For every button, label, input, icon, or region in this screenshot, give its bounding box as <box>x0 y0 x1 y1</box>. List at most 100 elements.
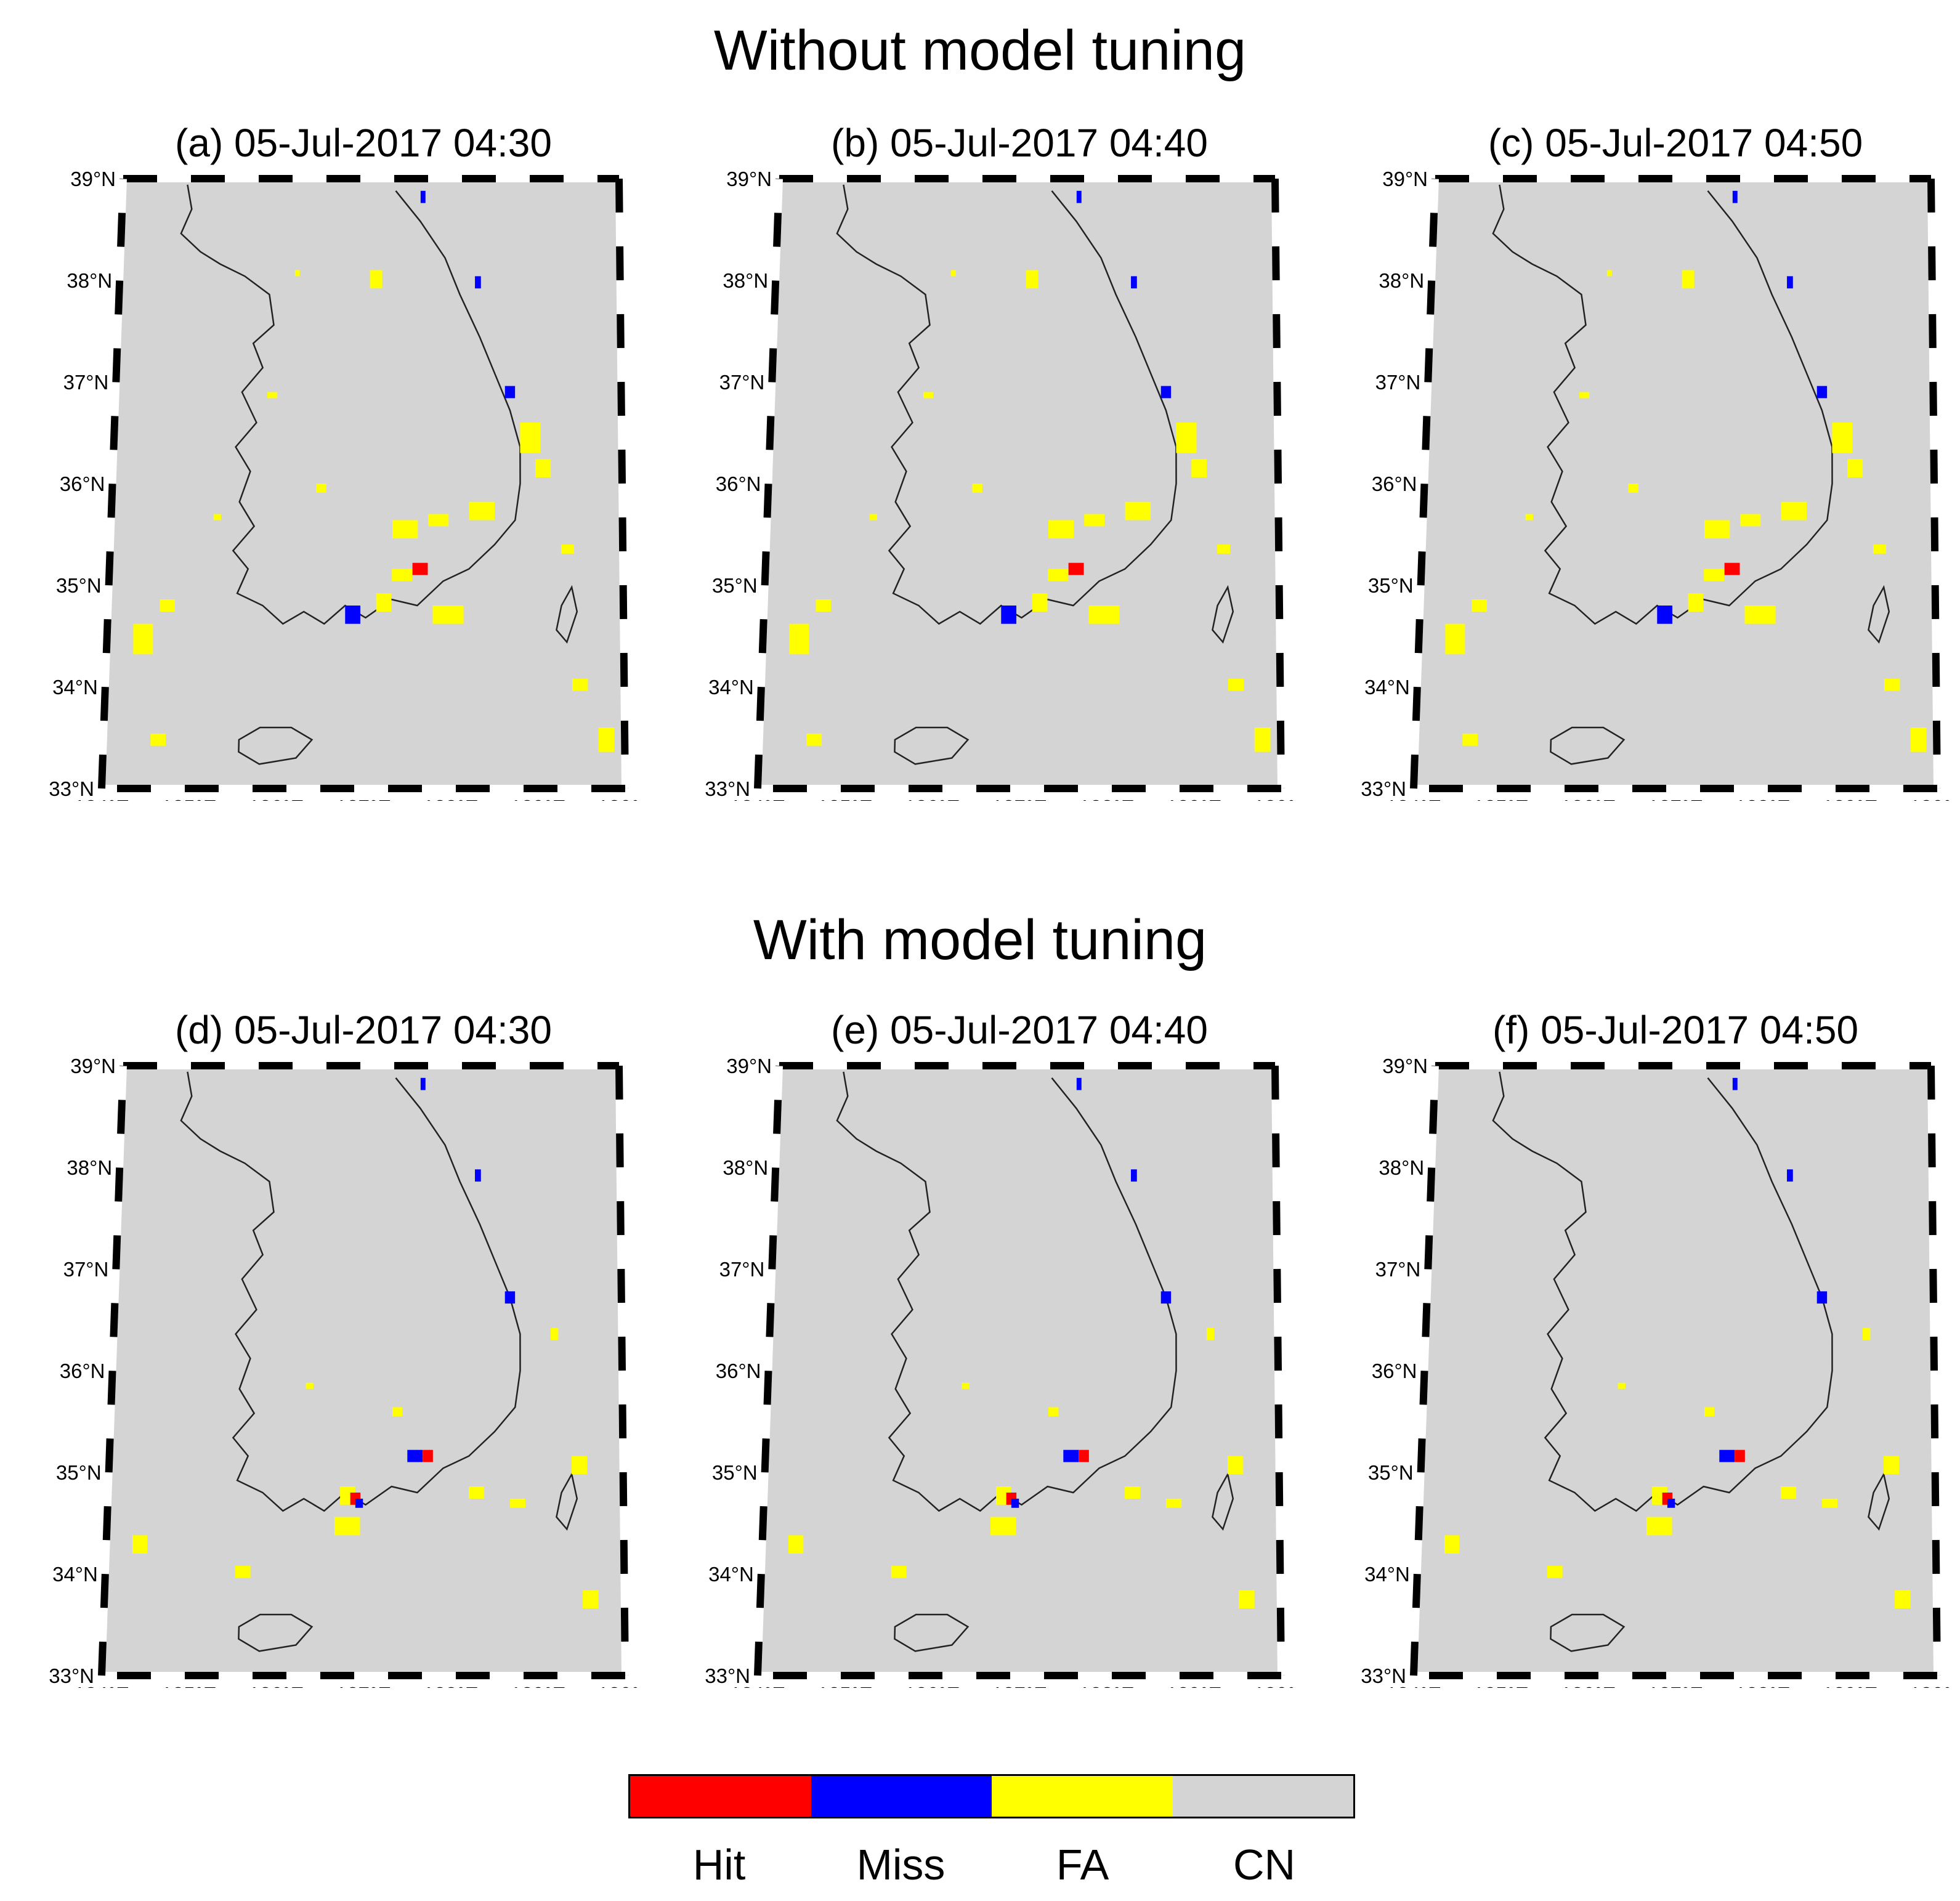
cell-fa <box>598 728 615 752</box>
lat-tick-label: 34°N <box>708 676 754 699</box>
cell-fa <box>1176 423 1197 453</box>
cell-miss <box>1719 1449 1735 1462</box>
cell-fa <box>1862 1327 1871 1340</box>
cell-fa <box>1884 1456 1900 1475</box>
cell-fa <box>1682 270 1695 289</box>
coastline-jeju <box>894 726 970 765</box>
cell-fa <box>1088 606 1120 624</box>
lon-tick-label: 126°E <box>1560 1683 1616 1688</box>
cell-fa <box>1048 1407 1059 1417</box>
cell-fa <box>1821 1498 1838 1508</box>
lat-tick-label: 35°N <box>56 1461 102 1484</box>
lon-tick-label: 126°E <box>248 1683 304 1688</box>
lon-tick-label: 124°E <box>74 1683 129 1688</box>
cell-fa <box>1228 1456 1244 1475</box>
cell-miss <box>1816 386 1828 399</box>
lat-tick-label: 35°N <box>712 574 758 597</box>
lon-tick-label: 130°E <box>597 1683 641 1688</box>
cell-fa <box>1579 392 1590 399</box>
lat-tick-label: 35°N <box>56 574 102 597</box>
legend-label-miss: Miss <box>856 1841 946 1889</box>
cell-fa <box>572 1456 588 1475</box>
lat-tick-label: 36°N <box>60 1360 105 1382</box>
lon-tick-label: 128°E <box>1079 1683 1135 1688</box>
cell-fa <box>1873 545 1887 554</box>
lon-tick-label: 130°E <box>597 796 641 801</box>
lon-tick-label: 125°E <box>161 1683 217 1688</box>
cell-miss <box>1076 1077 1082 1090</box>
cell-miss <box>1732 190 1738 203</box>
panel-title-b: (b) 05-Jul-2017 04:40 <box>831 121 1208 165</box>
lon-tick-label: 130°E <box>1909 796 1953 801</box>
cell-fa <box>1125 1486 1141 1499</box>
cell-fa <box>535 459 551 478</box>
lat-tick-label: 37°N <box>63 1258 109 1281</box>
map-background <box>1414 179 1937 788</box>
cell-hit <box>412 562 428 575</box>
cell-fa <box>1032 593 1048 612</box>
cell-fa <box>392 569 413 582</box>
cell-fa <box>316 484 326 493</box>
coastline-tsushima <box>1212 585 1234 644</box>
map-svg-a: 39°N 38°N 37°N 36°N 35°N 34°N 33°N124°E 125°E 12… <box>49 168 641 801</box>
cell-fa <box>376 593 392 612</box>
legend-colorbar <box>628 1774 1355 1818</box>
cell-fa <box>583 1590 599 1609</box>
cell-fa <box>816 599 831 612</box>
cell-miss <box>1063 1449 1079 1462</box>
cell-miss <box>1160 1291 1172 1304</box>
lat-tick-label: 36°N <box>1372 1360 1417 1382</box>
cell-fa <box>990 1517 1016 1536</box>
lon-tick-label: 126°E <box>1560 796 1616 801</box>
map-panel-a: (a) 05-Jul-2017 04:30 39°N 38°N 37°N 36°N 35°… <box>25 123 641 801</box>
cell-fa <box>1125 501 1151 521</box>
lon-tick-label: 124°E <box>74 796 129 801</box>
coastline-korea <box>836 184 1177 625</box>
map-background <box>758 179 1281 788</box>
cell-fa <box>788 1535 804 1554</box>
panel-title-c: (c) 05-Jul-2017 04:50 <box>1488 121 1863 165</box>
cell-fa <box>1618 1382 1626 1389</box>
map-panel-f: (f) 05-Jul-2017 04:50 39°N 38°N 37°N 36°N 35°… <box>1337 1010 1953 1688</box>
cell-miss <box>1667 1498 1675 1508</box>
coastline-jeju <box>238 1613 314 1652</box>
lon-tick-label: 129°E <box>1822 796 1877 801</box>
cell-fa <box>520 423 541 453</box>
frame-edge-white <box>98 1065 127 1676</box>
map-panel-b: (b) 05-Jul-2017 04:40 39°N 38°N 37°N 36°N 35°… <box>681 123 1297 801</box>
cell-fa <box>370 270 383 289</box>
frame-edge-white <box>1927 1065 1941 1676</box>
cell-fa <box>1445 623 1465 655</box>
cell-fa <box>550 1327 559 1340</box>
cell-miss <box>1001 606 1016 624</box>
frame-edge-white <box>754 1065 783 1676</box>
map-background <box>102 1066 625 1676</box>
map-svg-e: 39°N 38°N 37°N 36°N 35°N 34°N 33°N124°E 125°E 12… <box>705 1055 1297 1688</box>
panel-title-d: (d) 05-Jul-2017 04:30 <box>175 1008 552 1052</box>
lat-tick-label: 37°N <box>719 1258 765 1281</box>
coastline-tsushima <box>1868 585 1890 644</box>
cell-hit <box>423 1449 433 1462</box>
cell-fa <box>891 1565 907 1578</box>
lon-tick-label: 127°E <box>1648 1683 1703 1688</box>
lon-tick-label: 127°E <box>336 796 391 801</box>
cell-fa <box>1646 1517 1672 1536</box>
title-without-tuning: Without model tuning <box>713 19 1247 82</box>
panel-title-a: (a) 05-Jul-2017 04:30 <box>175 121 552 165</box>
map-svg-f: 39°N 38°N 37°N 36°N 35°N 34°N 33°N124°E 125°E 12… <box>1361 1055 1953 1688</box>
lon-tick-label: 125°E <box>1473 1683 1529 1688</box>
cell-fa <box>1547 1565 1563 1578</box>
cell-miss <box>1816 1291 1828 1304</box>
cell-fa <box>1026 270 1039 289</box>
cell-fa <box>1628 484 1638 493</box>
lon-tick-label: 124°E <box>730 796 785 801</box>
legend-swatch-fa <box>992 1776 1173 1817</box>
coastline-tsushima <box>1868 1472 1890 1531</box>
cell-fa <box>1444 1535 1460 1554</box>
legend: Hit Miss FA CN <box>628 1774 1355 1886</box>
cell-fa <box>1472 599 1487 612</box>
frame-edge-white <box>1410 1065 1439 1676</box>
cell-fa <box>432 606 464 624</box>
cell-fa <box>1191 459 1207 478</box>
cell-miss <box>1787 1169 1793 1182</box>
